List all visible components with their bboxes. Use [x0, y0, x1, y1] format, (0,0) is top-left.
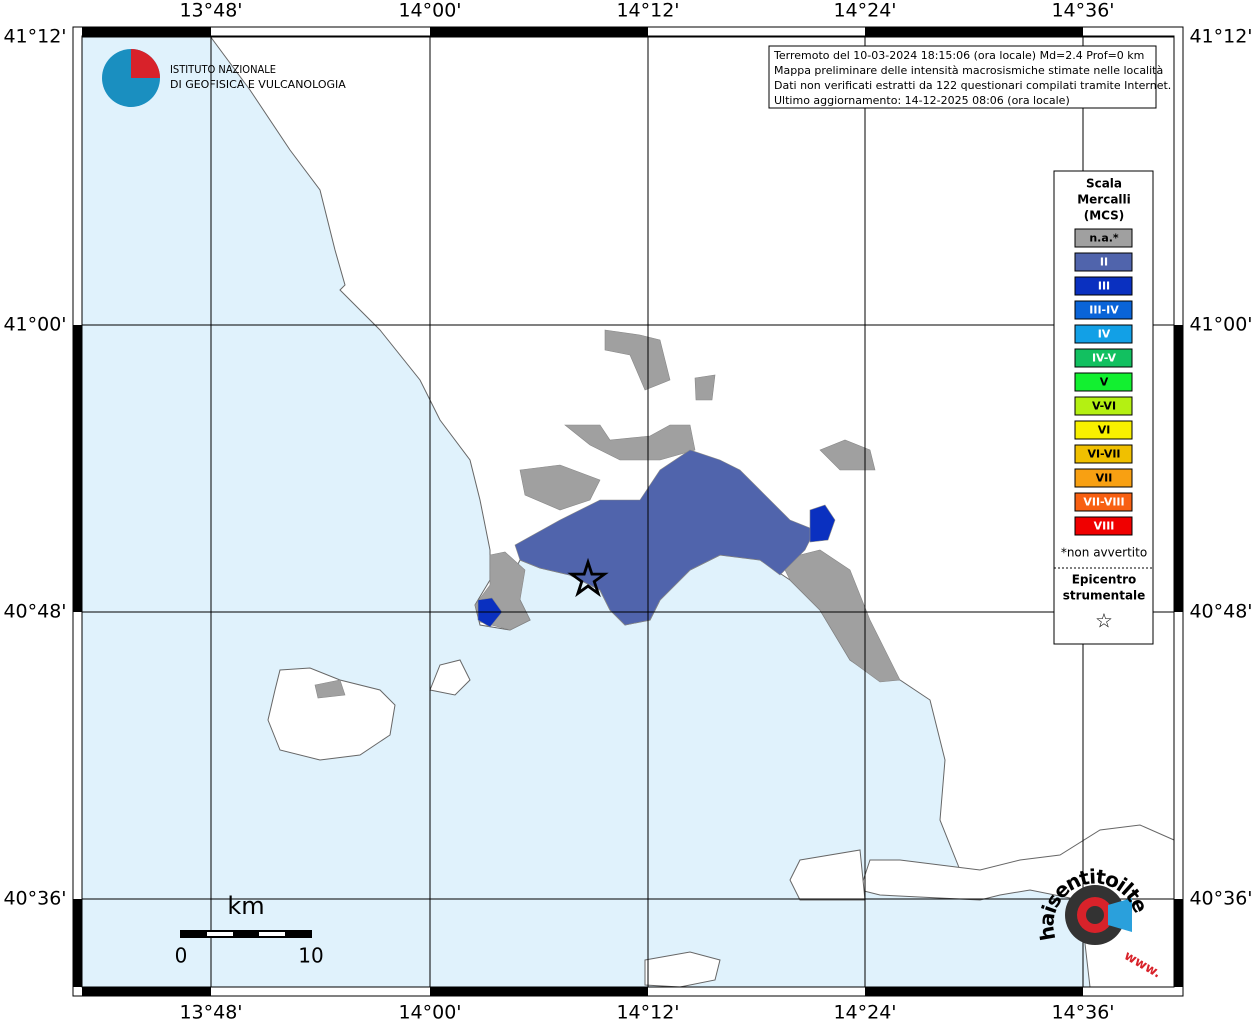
scale-start: 0 — [175, 944, 188, 968]
legend-label: III — [1098, 280, 1110, 293]
lat-label: 41°12' — [1189, 26, 1252, 48]
intensity-areas — [314, 329, 901, 699]
logo-horn — [1108, 898, 1132, 932]
legend-label: IV-V — [1092, 352, 1117, 365]
legend-label: VII-VIII — [1083, 496, 1124, 509]
lat-label: 40°36' — [1189, 888, 1252, 910]
legend-swatch — [1074, 516, 1133, 536]
legend-label: III-IV — [1089, 304, 1119, 317]
info-line: Ultimo aggiornamento: 14-12-2025 08:06 (… — [774, 94, 1070, 107]
institute-line: ISTITUTO NAZIONALE — [170, 63, 276, 76]
lon-label: 14°12' — [616, 0, 679, 22]
legend-swatch — [1074, 396, 1133, 416]
legend-label: VII — [1096, 472, 1113, 485]
lon-label: 14°24' — [833, 1002, 896, 1024]
lon-label: 13°48' — [179, 0, 242, 22]
lat-label: 40°48' — [3, 601, 66, 623]
legend-swatch — [1074, 252, 1133, 272]
info-line: Dati non verificati estratti da 122 ques… — [774, 79, 1171, 92]
legend-label: n.a.* — [1089, 232, 1119, 245]
frame — [72, 26, 1184, 997]
institute-line: DI GEOFISICA E VULCANOLOGIA — [170, 78, 346, 91]
scale-unit: km — [227, 892, 264, 920]
info-line: Terremoto del 10-03-2024 18:15:06 (ora l… — [773, 49, 1144, 62]
lat-label: 40°36' — [3, 888, 66, 910]
legend-swatch — [1074, 420, 1133, 440]
legend-title: (MCS) — [1084, 209, 1125, 223]
lat-label: 41°00' — [1189, 314, 1252, 336]
legend-label: V — [1100, 376, 1109, 389]
legend-label: II — [1100, 256, 1108, 269]
legend-swatch — [1074, 276, 1133, 296]
legend-label: IV — [1098, 328, 1111, 341]
legend-swatch — [1074, 468, 1133, 488]
legend-label: V-VI — [1092, 400, 1116, 413]
legend-title: Scala — [1086, 177, 1122, 191]
legend-epicenter: strumentale — [1063, 589, 1146, 603]
ingv-logo: ISTITUTO NAZIONALE DI GEOFISICA E VULCAN… — [102, 49, 346, 107]
legend-note: *non avvertito — [1061, 546, 1147, 560]
lat-label: 40°48' — [1189, 601, 1252, 623]
lon-label: 14°12' — [616, 1002, 679, 1024]
info-line: Mappa preliminare delle intensità macros… — [774, 64, 1163, 77]
legend-label: VIII — [1094, 520, 1115, 533]
lon-label: 14°00' — [398, 1002, 461, 1024]
legend-label: VI-VII — [1087, 448, 1120, 461]
legend-swatch — [1074, 324, 1133, 344]
graticule — [82, 36, 1174, 987]
lon-label: 14°36' — [1051, 1002, 1114, 1024]
legend-swatch — [1074, 492, 1133, 512]
logo-segment — [131, 49, 160, 78]
legend-symbol: ☆ — [1095, 609, 1113, 633]
lon-label: 14°24' — [833, 0, 896, 22]
legend-swatch — [1074, 444, 1133, 464]
legend-label: VI — [1098, 424, 1111, 437]
scale-bar: km 0 10 — [175, 892, 324, 968]
epicenter: ☆ — [566, 551, 609, 607]
legend-title: Mercalli — [1077, 193, 1131, 207]
lat-label: 41°12' — [3, 26, 66, 48]
lon-label: 14°36' — [1051, 0, 1114, 22]
logo-ring — [1086, 906, 1104, 924]
lon-label: 13°48' — [179, 1002, 242, 1024]
legend-swatch — [1074, 372, 1133, 392]
legend-swatch — [1074, 228, 1133, 248]
lon-label: 14°00' — [398, 0, 461, 22]
legend-swatch — [1074, 348, 1133, 368]
info-box — [768, 45, 1157, 109]
lat-label: 41°00' — [3, 314, 66, 336]
scale-end: 10 — [298, 944, 323, 968]
legend-swatch — [1074, 300, 1133, 320]
legend-epicenter: Epicentro — [1072, 573, 1137, 587]
